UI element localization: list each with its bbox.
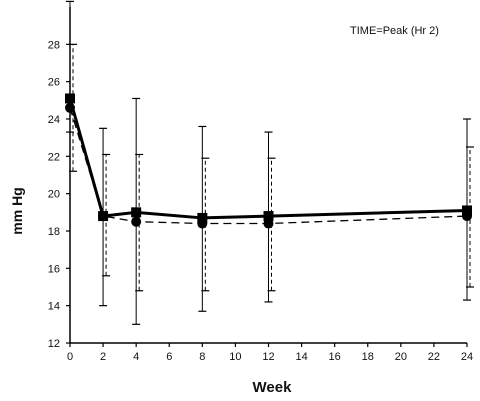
x-tick-label: 16 [329, 351, 341, 363]
x-tick-label: 6 [166, 351, 172, 363]
y-tick-label: 12 [48, 338, 60, 350]
data-point-square [462, 205, 472, 216]
y-axis-label: mm Hg [9, 187, 25, 234]
x-tick-label: 0 [67, 351, 73, 363]
data-point-circle [65, 102, 75, 113]
x-tick-label: 22 [428, 351, 440, 363]
chart-annotation: TIME=Peak (Hr 2) [350, 25, 439, 37]
data-point-square [65, 93, 75, 104]
y-tick-label: 16 [48, 263, 60, 275]
y-tick-label: 20 [48, 189, 60, 201]
data-point-circle [98, 211, 109, 222]
data-point-square [131, 207, 142, 218]
x-tick-label: 10 [229, 351, 241, 363]
x-tick-label: 18 [362, 351, 374, 363]
series-line-solid [68, 98, 468, 220]
data-point-circle [131, 216, 142, 227]
series-markers [65, 93, 472, 229]
x-tick-label: 4 [133, 351, 139, 363]
x-axis-label: Week [253, 379, 293, 396]
data-point-square [263, 211, 274, 222]
x-tick-label: 12 [262, 351, 274, 363]
x-tick-label: 20 [395, 351, 407, 363]
y-tick-label: 18 [48, 226, 60, 238]
y-tick-label: 22 [48, 151, 60, 163]
y-tick-label: 26 [48, 77, 60, 89]
y-tick-label: 28 [48, 39, 60, 51]
x-tick-label: 8 [199, 351, 205, 363]
y-tick-label: 24 [48, 114, 60, 126]
y-tick-label: 14 [48, 301, 60, 313]
error-bars [66, 0, 474, 325]
data-point-circle [462, 211, 472, 222]
x-tick-label: 2 [100, 351, 106, 363]
data-point-circle [263, 218, 274, 229]
x-tick-label: 24 [461, 351, 473, 363]
series-lines [68, 98, 468, 225]
data-point-square [197, 212, 208, 223]
data-point-circle [197, 218, 208, 229]
x-tick-label: 14 [295, 351, 307, 363]
